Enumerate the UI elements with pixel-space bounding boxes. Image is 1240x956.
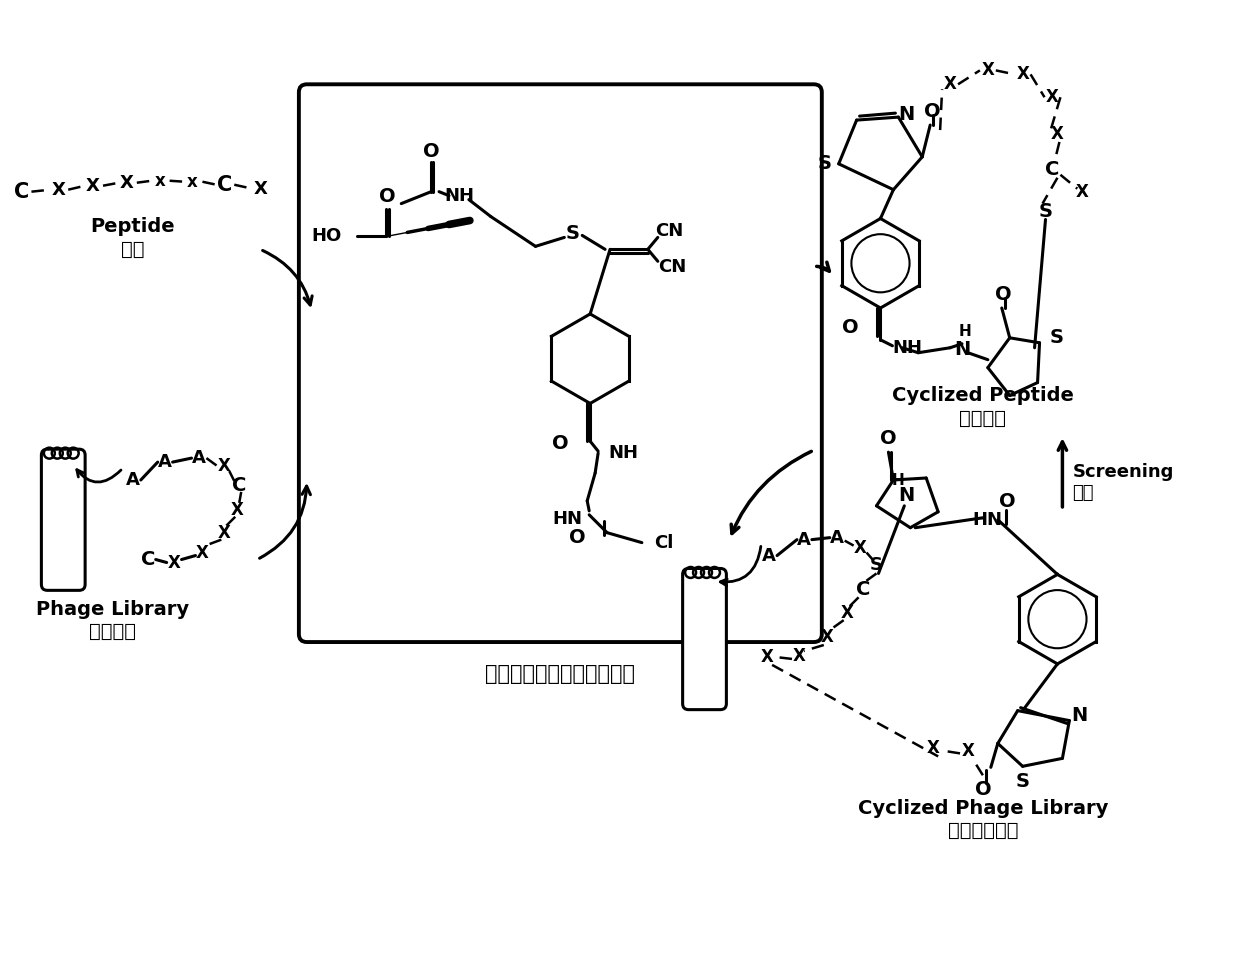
Text: X: X <box>944 76 956 94</box>
Text: 基于硫烯醚分子的环化反应: 基于硫烯醚分子的环化反应 <box>485 663 635 684</box>
Text: X: X <box>1017 65 1029 83</box>
Text: NH: NH <box>444 186 474 205</box>
Text: O: O <box>569 528 585 547</box>
Text: A: A <box>763 547 776 565</box>
Text: A: A <box>157 453 171 471</box>
Text: H: H <box>959 324 971 339</box>
Text: O: O <box>880 428 897 447</box>
FancyBboxPatch shape <box>41 449 86 591</box>
Text: X: X <box>841 604 853 622</box>
Text: N: N <box>898 487 914 506</box>
Text: O: O <box>552 434 568 453</box>
Text: A: A <box>797 531 811 549</box>
Text: X: X <box>961 743 975 760</box>
Text: C: C <box>14 182 29 202</box>
Text: X: X <box>218 457 231 475</box>
Text: Peptide: Peptide <box>91 217 175 236</box>
Text: A: A <box>191 449 206 467</box>
Text: HN: HN <box>552 510 583 528</box>
Text: X: X <box>253 180 267 198</box>
Text: X: X <box>1076 183 1089 201</box>
Text: H: H <box>892 473 905 489</box>
Text: C: C <box>857 580 870 598</box>
Text: S: S <box>818 154 832 173</box>
Text: O: O <box>842 318 858 337</box>
Text: C: C <box>1045 161 1060 180</box>
Text: A: A <box>126 471 140 489</box>
Text: X: X <box>821 628 833 646</box>
Text: S: S <box>1049 328 1064 347</box>
Text: X: X <box>1052 125 1064 143</box>
Text: NH: NH <box>893 338 923 357</box>
Text: Screening: Screening <box>1073 463 1174 481</box>
Text: O: O <box>379 187 396 206</box>
FancyBboxPatch shape <box>683 569 727 709</box>
Text: S: S <box>565 224 579 243</box>
Text: X: X <box>926 739 940 757</box>
Text: Cyclized Peptide: Cyclized Peptide <box>892 386 1074 405</box>
Text: X: X <box>792 647 806 665</box>
Text: X: X <box>854 538 867 556</box>
Text: X: X <box>231 501 244 519</box>
Text: O: O <box>999 492 1016 511</box>
Text: X: X <box>169 554 181 572</box>
Text: 筛选: 筛选 <box>1073 484 1094 502</box>
Text: N: N <box>954 340 970 359</box>
Text: NH: NH <box>608 445 639 462</box>
Text: X: X <box>981 61 994 79</box>
Text: O: O <box>924 101 940 120</box>
Text: O: O <box>975 780 991 798</box>
Text: S: S <box>870 556 883 575</box>
Text: 环化噬菌体库: 环化噬菌体库 <box>947 820 1018 839</box>
Text: Phage Library: Phage Library <box>36 599 190 619</box>
Text: A: A <box>830 529 843 547</box>
Text: Cl: Cl <box>653 533 673 552</box>
Text: N: N <box>898 104 914 123</box>
Text: Cyclized Phage Library: Cyclized Phage Library <box>858 798 1109 817</box>
Text: HO: HO <box>311 228 342 246</box>
Text: HN: HN <box>973 511 1003 529</box>
Text: 环化多肽: 环化多肽 <box>960 409 1007 428</box>
Text: C: C <box>140 550 155 569</box>
Text: CN: CN <box>656 223 683 241</box>
Text: X: X <box>1047 88 1059 106</box>
Text: CN: CN <box>658 258 687 276</box>
Text: X: X <box>51 181 66 199</box>
Text: S: S <box>1039 202 1053 221</box>
Text: X: X <box>760 648 774 666</box>
Text: x: x <box>187 173 198 191</box>
Text: O: O <box>996 285 1012 304</box>
Text: N: N <box>1071 706 1087 725</box>
Text: 多肽: 多肽 <box>122 240 145 259</box>
Text: O: O <box>423 142 439 162</box>
Text: x: x <box>154 172 165 189</box>
Text: 噬菌体库: 噬菌体库 <box>89 621 136 641</box>
Text: S: S <box>1016 771 1029 791</box>
Text: C: C <box>217 175 232 195</box>
Text: C: C <box>232 476 247 495</box>
Text: X: X <box>218 524 231 542</box>
Text: X: X <box>120 174 134 192</box>
Text: X: X <box>86 177 100 195</box>
Text: X: X <box>196 544 208 561</box>
FancyBboxPatch shape <box>299 84 822 642</box>
